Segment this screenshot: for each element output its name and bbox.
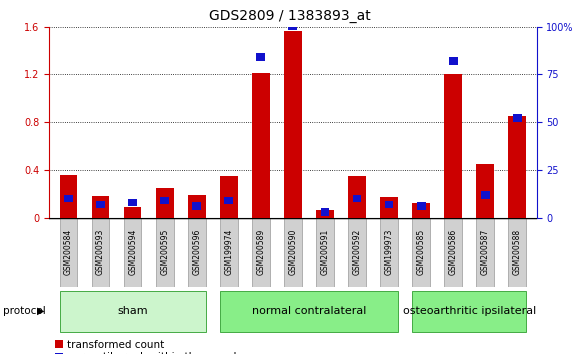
Bar [380,197,398,218]
Bar [348,177,366,218]
Bar [64,195,73,202]
Text: GSM200586: GSM200586 [449,229,458,275]
Bar [412,291,526,332]
Text: GSM200589: GSM200589 [256,229,265,275]
Bar [509,218,526,287]
Bar [220,291,398,332]
Bar [160,197,169,204]
Text: normal contralateral: normal contralateral [252,306,366,316]
Bar [321,208,329,216]
Text: GSM200593: GSM200593 [96,229,105,275]
Bar [284,31,302,218]
Bar [220,177,238,218]
Bar [476,164,494,218]
Text: sham: sham [117,306,148,316]
Text: GSM199974: GSM199974 [224,229,233,275]
Bar [509,115,526,218]
Bar [316,210,334,218]
Bar [412,203,430,218]
Bar [188,218,205,287]
Bar [284,218,302,287]
Bar [256,53,265,61]
Bar [224,197,233,204]
Text: ▶: ▶ [37,306,44,316]
Bar [188,195,205,218]
Bar [60,175,77,218]
Bar [412,218,430,287]
Text: GSM200585: GSM200585 [416,229,426,275]
Bar [476,218,494,287]
Bar [444,218,462,287]
Bar [380,218,398,287]
Text: GSM200588: GSM200588 [513,229,522,275]
Bar [60,291,205,332]
Bar [128,199,137,206]
Bar [124,218,142,287]
Text: GSM200595: GSM200595 [160,229,169,275]
Bar [92,218,110,287]
Bar [252,73,270,218]
Bar [444,74,462,218]
Bar [353,195,361,202]
Text: GSM200591: GSM200591 [321,229,329,275]
Legend: transformed count, percentile rank within the sample: transformed count, percentile rank withi… [55,340,243,354]
Bar [252,218,270,287]
Text: GSM199973: GSM199973 [385,229,394,275]
Bar [60,218,77,287]
Bar [220,218,238,287]
Text: protocol: protocol [3,306,46,316]
Text: GSM200587: GSM200587 [481,229,490,275]
Bar [513,114,521,122]
Text: osteoarthritic ipsilateral: osteoarthritic ipsilateral [403,306,536,316]
Text: GDS2809 / 1383893_at: GDS2809 / 1383893_at [209,9,371,23]
Text: GSM200584: GSM200584 [64,229,73,275]
Bar [156,218,173,287]
Bar [481,191,490,199]
Text: GSM200592: GSM200592 [353,229,361,275]
Bar [449,57,458,65]
Bar [385,200,393,208]
Bar [156,188,173,218]
Text: GSM200594: GSM200594 [128,229,137,275]
Bar [416,202,426,210]
Bar [96,200,105,208]
Bar [92,196,110,218]
Bar [193,202,201,210]
Bar [348,218,366,287]
Bar [288,23,298,30]
Text: GSM200596: GSM200596 [192,229,201,275]
Bar [124,207,142,218]
Bar [316,218,334,287]
Text: GSM200590: GSM200590 [288,229,298,275]
